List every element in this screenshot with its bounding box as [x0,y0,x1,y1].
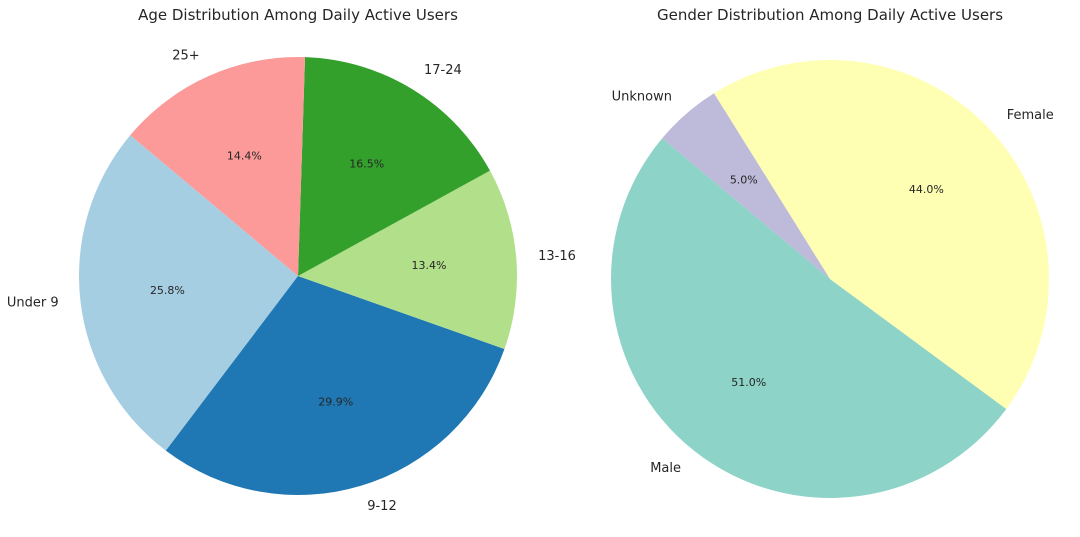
pie-slice-17-24 [298,57,490,277]
pie-slice-13-16 [298,170,517,350]
gender-pie-slices: 51.0% Male 44.0% Female 5.0% Unknown [610,60,1054,499]
pie-slice-9-12 [165,276,505,495]
age-pie-chart: Age Distribution Among Daily Active User… [7,6,576,514]
pct-label-under-9: 25.8% [150,284,185,297]
slice-label-male: Male [650,461,681,476]
pie-slice-unknown [662,93,830,279]
pie-slice-male [610,138,1007,499]
slice-label-13-16: 13-16 [538,249,576,264]
pie-slice-under-9 [79,135,298,451]
slice-label-unknown: Unknown [612,90,672,105]
pct-label-female: 44.0% [909,183,944,196]
age-pie-slices: 25.8% Under 9 29.9% 9-12 13.4% 13-16 16.5% 17-2… [7,49,576,515]
slice-label-25: 25+ [172,49,199,64]
pct-label-13-16: 13.4% [411,259,446,272]
pct-label-17-24: 16.5% [349,158,384,171]
slice-label-9-12: 9-12 [367,499,397,514]
gender-pie-chart: Gender Distribution Among Daily Active U… [610,6,1054,499]
slice-label-under-9: Under 9 [7,296,59,311]
gender-chart-title: Gender Distribution Among Daily Active U… [657,6,1003,24]
slice-label-female: Female [1007,108,1054,123]
pct-label-25: 14.4% [227,150,262,163]
slice-label-17-24: 17-24 [424,63,462,78]
pie-slice-female [713,60,1049,409]
pct-label-unknown: 5.0% [730,173,758,186]
pct-label-9-12: 29.9% [318,395,353,408]
age-chart-title: Age Distribution Among Daily Active User… [138,6,458,24]
pct-label-male: 51.0% [731,376,766,389]
pie-slice-25 [130,57,306,276]
